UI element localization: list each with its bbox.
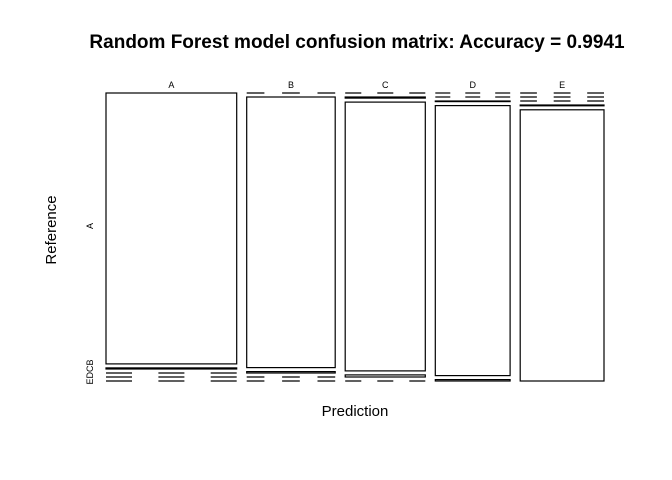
prediction-labels: A B C D E	[168, 80, 565, 90]
tile-pred-b-ref-b	[246, 96, 336, 369]
mosaic-tiles	[105, 92, 605, 382]
prediction-label-d: D	[470, 80, 477, 90]
tile-pred-c-ref-c	[344, 101, 426, 372]
reference-label-edcb: EDCB	[85, 359, 95, 384]
prediction-label-b: B	[288, 80, 294, 90]
y-axis-label: Reference	[43, 195, 60, 264]
tile-pred-d-ref-c	[434, 100, 511, 103]
tile-pred-d-ref-d	[434, 104, 511, 377]
tile-pred-a-ref-a	[105, 92, 238, 365]
prediction-label-a: A	[168, 80, 174, 90]
tile-pred-d-ref-e	[434, 379, 511, 382]
tile-pred-b-ref-c	[246, 371, 336, 374]
tile-pred-a-ref-b	[105, 367, 238, 370]
prediction-label-e: E	[559, 80, 565, 90]
tile-pred-e-ref-e	[519, 109, 605, 382]
reference-label-a: A	[85, 223, 95, 229]
tile-pred-e-ref-d	[519, 104, 605, 107]
prediction-label-c: C	[382, 80, 389, 90]
tile-pred-c-ref-d	[344, 374, 426, 378]
tile-pred-c-ref-b	[344, 96, 426, 99]
chart-title: Random Forest model confusion matrix: Ac…	[89, 32, 625, 53]
x-axis-label: Prediction	[322, 403, 389, 420]
